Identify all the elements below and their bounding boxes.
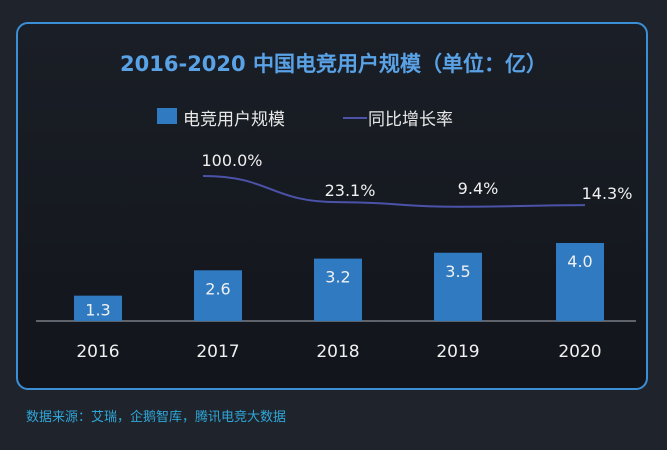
- bar-label: 4.0: [567, 252, 592, 271]
- bar: [434, 252, 482, 321]
- legend-line-label: 同比增长率: [368, 110, 453, 130]
- x-tick-label: 2018: [316, 342, 359, 362]
- data-source: 数据来源：艾瑞，企鹅智库，腾讯电竞大数据: [26, 410, 287, 425]
- bar: [556, 243, 604, 321]
- bar-label: 2.6: [205, 279, 230, 298]
- bar-label: 3.5: [445, 262, 470, 281]
- line-label: 23.1%: [325, 181, 376, 200]
- legend: 电竞用户规模 同比增长率: [0, 104, 667, 130]
- bar: [194, 270, 242, 321]
- bar-label: 1.3: [85, 301, 110, 320]
- x-tick-label: 2016: [76, 342, 119, 362]
- chart-title: 2016-2020 中国电竞用户规模（单位：亿）: [120, 52, 547, 76]
- x-tick-label: 2019: [436, 342, 479, 362]
- line-label: 9.4%: [458, 179, 499, 198]
- bar-label: 3.2: [325, 268, 350, 287]
- line-label: 100.0%: [201, 151, 262, 170]
- line-label: 14.3%: [582, 184, 633, 203]
- legend-line-swatch: [343, 117, 367, 119]
- bar: [74, 295, 122, 321]
- x-tick-label: 2020: [558, 342, 601, 362]
- bar: [314, 258, 362, 321]
- growth-line: [202, 175, 586, 208]
- legend-bar-swatch: [157, 108, 177, 124]
- legend-bar-label: 电竞用户规模: [183, 110, 285, 130]
- x-tick-label: 2017: [196, 342, 239, 362]
